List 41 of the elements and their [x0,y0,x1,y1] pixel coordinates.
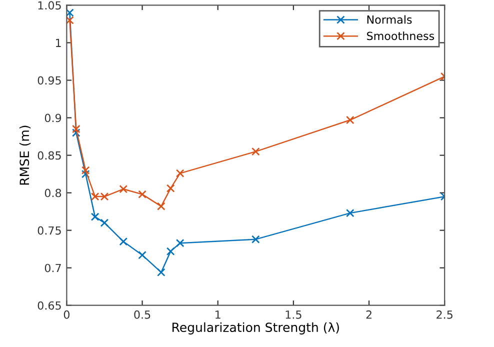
point [346,208,354,218]
point [81,170,90,178]
point [166,247,175,256]
point [138,190,146,198]
point [119,184,128,194]
point [251,147,260,156]
x-tick-label: 0.5 [134,310,150,319]
y-tick-label: 0.8 [44,188,62,198]
point [66,8,74,17]
x-tick-label: 2.5 [436,310,452,319]
point [176,238,184,248]
point [72,128,80,137]
point [157,202,166,210]
legend-label: Smoothness [367,32,434,40]
x-axis-title: Regularization Strength (λ) [172,322,339,334]
point [157,268,166,277]
legend-label: Normals [367,15,412,24]
point [81,166,90,174]
point [90,212,100,221]
point [100,218,109,227]
x-tick-label: 1 [216,310,220,319]
point [72,124,80,134]
y-tick-label: 0.7 [44,264,61,272]
point [119,237,128,246]
x-tick-label: 0 [64,310,70,319]
point [251,235,260,244]
y-tick-label: 0.85 [38,151,61,160]
point [66,16,74,24]
x-tick-label: 1.5 [286,310,302,319]
point [176,169,184,178]
point [166,184,175,192]
y-tick-label: 0.75 [38,226,61,235]
y-tick-label: 0.9 [44,114,62,122]
y-tick-label: 1.05 [38,1,61,10]
y-tick-label: 0.95 [38,76,61,85]
point [346,116,354,124]
y-tick-label: 1 [56,38,61,47]
y-tick-label: 0.65 [38,301,61,310]
y-axis-title: RMSE (m) [19,126,31,185]
x-tick-label: 2 [366,310,372,319]
point [138,250,146,260]
